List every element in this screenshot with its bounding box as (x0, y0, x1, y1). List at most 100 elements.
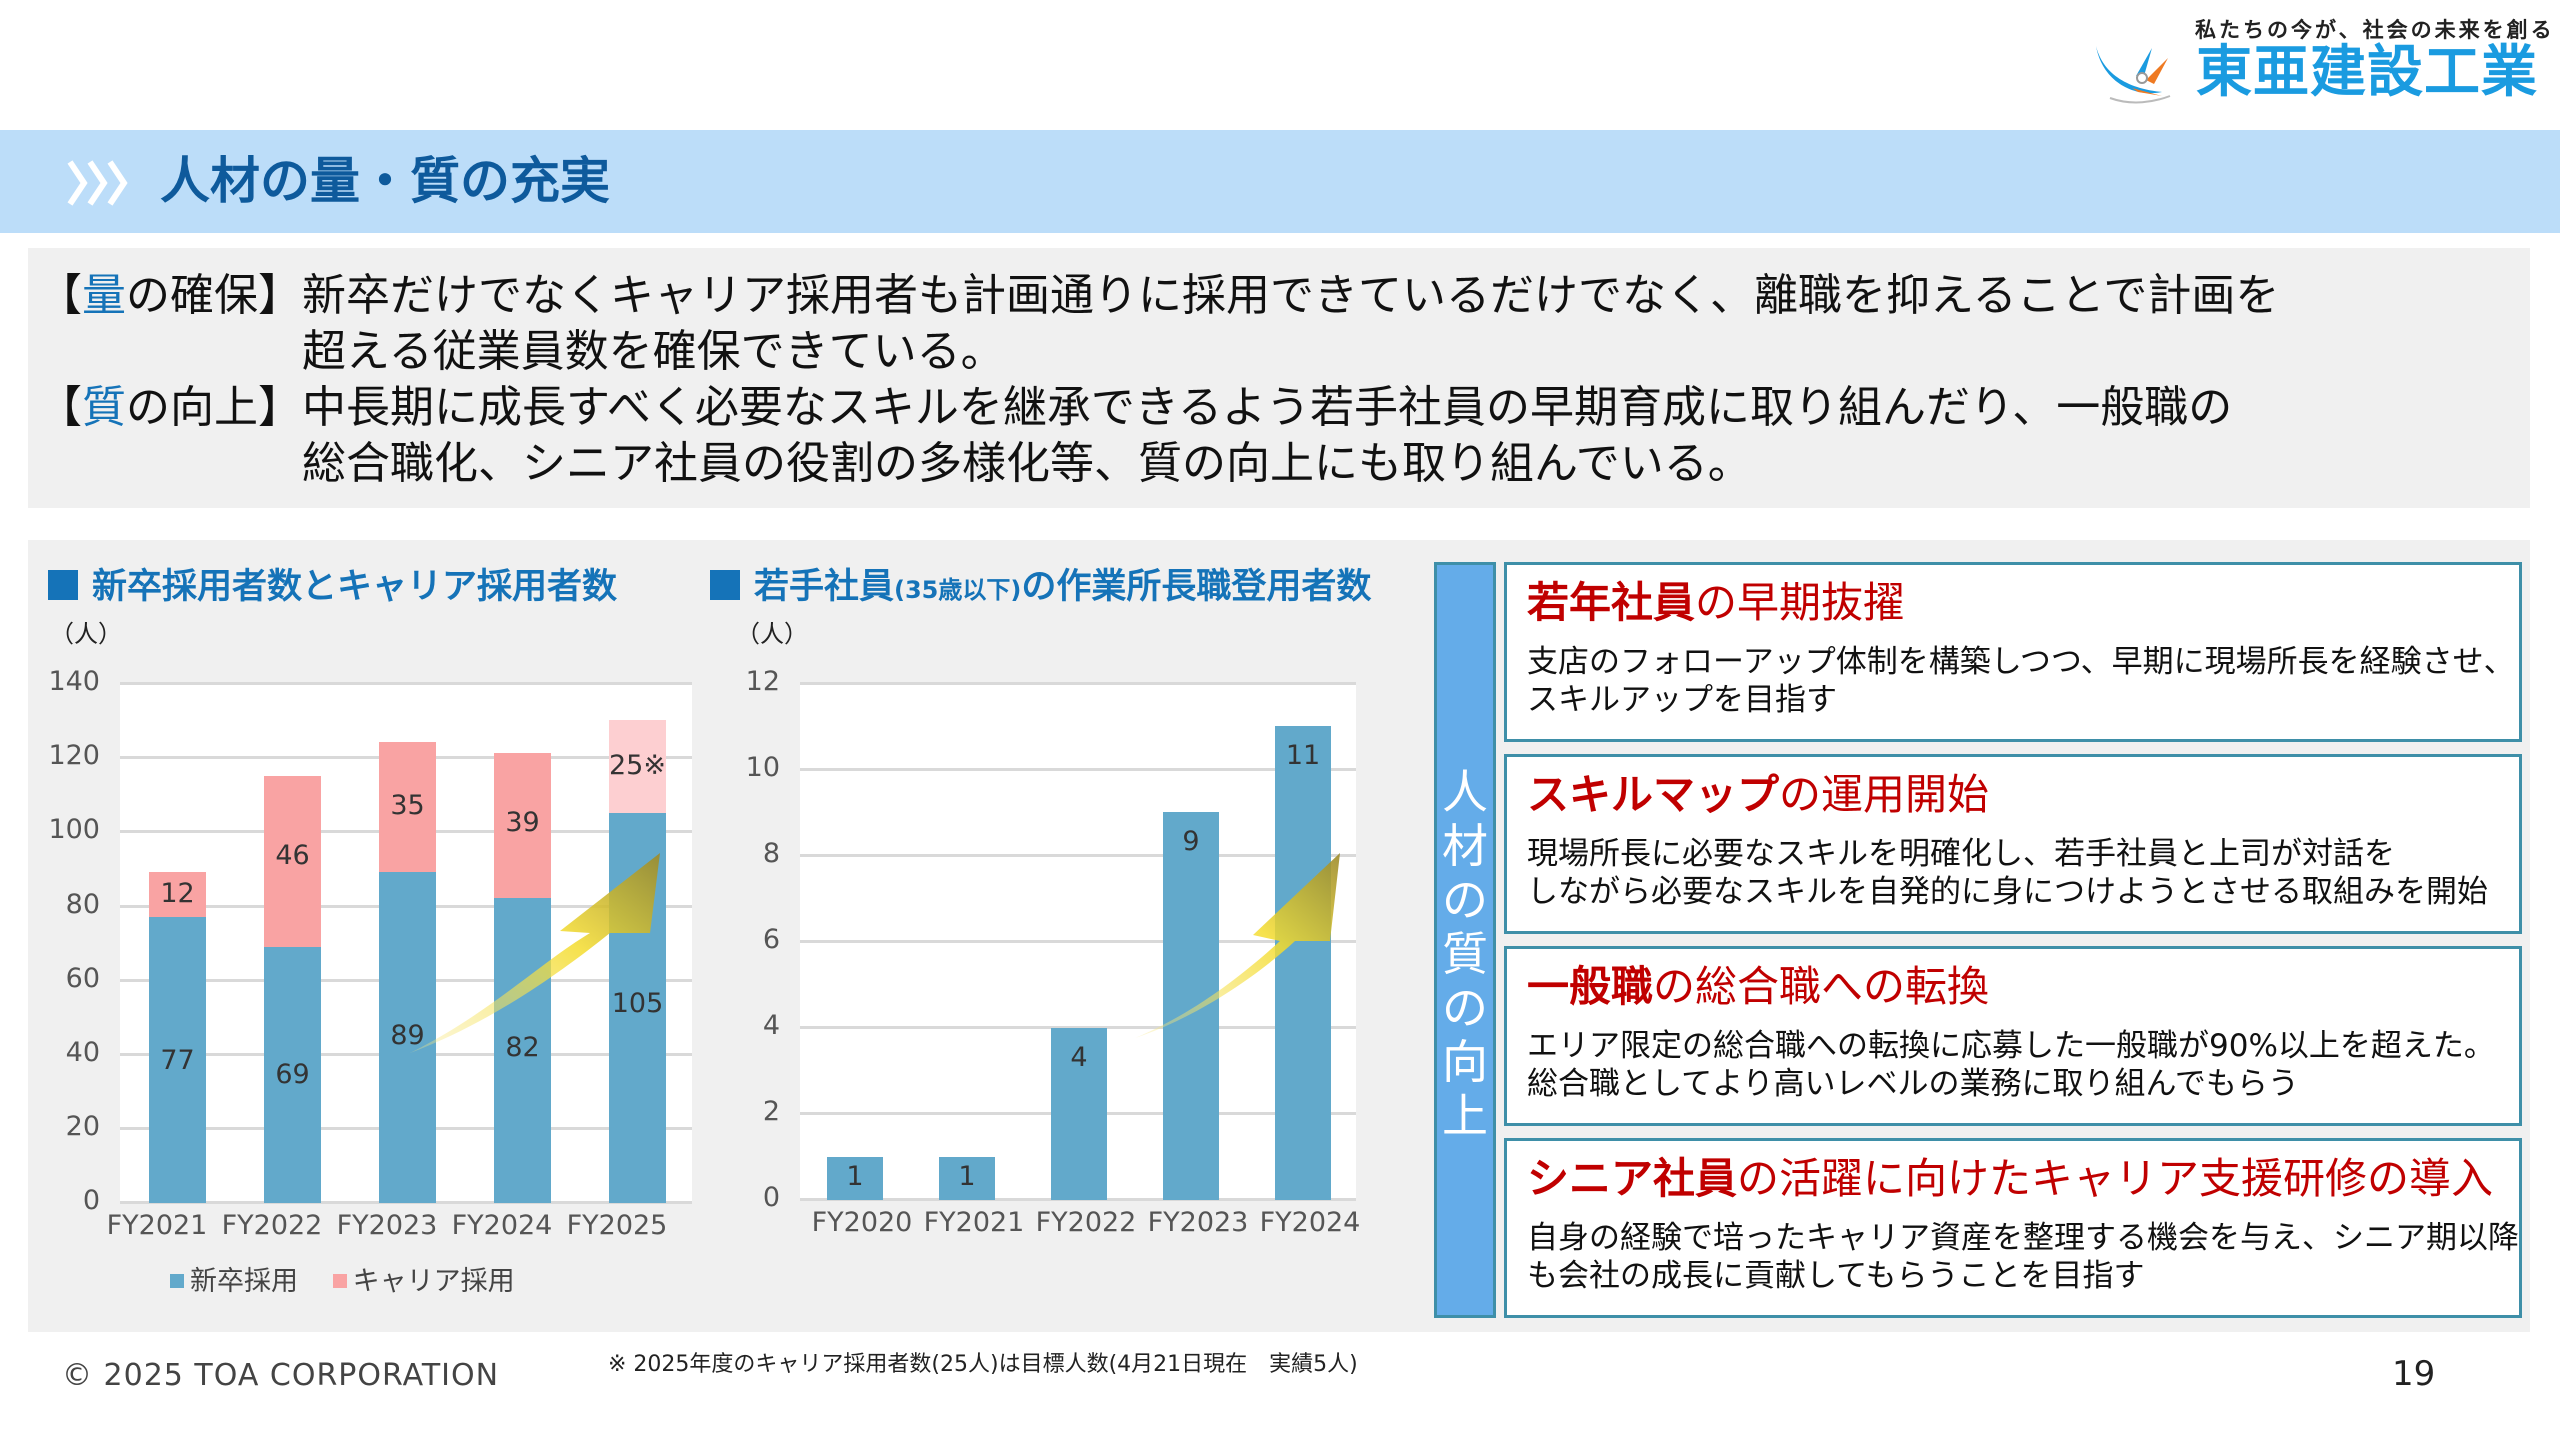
side-label-char: 材 (1442, 819, 1488, 873)
card-body: 現場所長に必要なスキルを明確化し、若手社員と上司が対話を しながら必要なスキルを… (1527, 835, 2488, 911)
bar-career-fy2023: 35 (379, 742, 436, 872)
bar-value-label: 25※ (609, 750, 666, 781)
gridline (800, 682, 1356, 685)
bar-value-label: 69 (275, 1059, 310, 1090)
bar-value-label: 4 (1070, 1042, 1088, 1073)
chart2: 12 10 8 6 4 2 0 1 1 4 9 11 FY2020 FY2021… (720, 666, 1380, 1270)
summary-label-highlight: 量 (82, 270, 126, 321)
y-tick: 12 (745, 666, 780, 697)
y-tick: 120 (48, 740, 100, 771)
summary-text-line: 中長期に成長すべく必要なスキルを継承できるよう若手社員の早期育成に取り組んだり、… (302, 382, 2233, 433)
y-tick: 40 (65, 1037, 100, 1068)
chart1-plot-area: 77 12 69 46 89 35 82 39 105 25※ (120, 682, 692, 1204)
card-title-emphasis: シニア社員 (1527, 1154, 1738, 1203)
bar-career-fy2022: 46 (264, 776, 321, 947)
legend-label: 新卒採用 (190, 1266, 298, 1297)
bar-new-grad-fy2022: 69 (264, 947, 321, 1203)
bracket-open: 【 (38, 270, 82, 321)
y-tick: 60 (65, 963, 100, 994)
chart2-title-note: (35歳以下) (894, 576, 1022, 604)
bracket-close: 】 (258, 382, 302, 433)
side-label-char: 質 (1442, 927, 1488, 981)
y-tick: 4 (762, 1010, 780, 1041)
card-body: 支店のフォローアップ体制を構築しつつ、早期に現場所長を経験させ、 スキルアップを… (1527, 643, 2515, 719)
bar-value-label: 46 (275, 840, 310, 871)
chart1-legend: 新卒採用 キャリア採用 (170, 1259, 515, 1298)
bar-career-target-fy2025: 25※ (609, 720, 666, 813)
bracket-close: 】 (258, 270, 302, 321)
card-body-line: 自身の経験で培ったキャリア資産を整理する機会を与え、シニア期以降 (1527, 1220, 2519, 1256)
x-tick: FY2022 (221, 1210, 323, 1241)
bar-fy2023: 9 (1163, 812, 1219, 1200)
chart2-unit-label: （人） (736, 620, 808, 648)
chart1-title-text: 新卒採用者数とキャリア採用者数 (92, 567, 618, 607)
x-tick: FY2022 (1035, 1207, 1137, 1238)
summary-text-line: 新卒だけでなくキャリア採用者も計画通りに採用できているだけでなく、離職を抑えるこ… (302, 270, 2280, 321)
card-body-line: 支店のフォローアップ体制を構築しつつ、早期に現場所長を経験させ、 (1527, 644, 2515, 680)
bar-new-grad-fy2021: 77 (149, 917, 206, 1203)
growth-arrow-icon (410, 853, 660, 1053)
copyright: © 2025 TOA CORPORATION (62, 1358, 500, 1393)
summary-text-line: 総合職化、シニア社員の役割の多様化等、質の向上にも取り組んでいる。 (302, 438, 1752, 489)
x-tick: FY2024 (1259, 1207, 1361, 1238)
x-tick: FY2023 (336, 1210, 438, 1241)
x-tick: FY2024 (451, 1210, 553, 1241)
bar-value-label: 1 (846, 1161, 864, 1192)
triple-chevron-icon (67, 160, 128, 206)
card-body-line: エリア限定の総合職への転換に応募した一般職が90%以上を超えた。 (1527, 1028, 2495, 1064)
card-title-rest: の総合職への転換 (1653, 962, 1990, 1011)
card-body-line: しながら必要なスキルを自発的に身につけようとさせる取組みを開始 (1527, 874, 2488, 910)
initiative-card: シニア社員の活躍に向けたキャリア支援研修の導入 自身の経験で培ったキャリア資産を… (1504, 1138, 2522, 1318)
card-body-line: 現場所長に必要なスキルを明確化し、若手社員と上司が対話を (1527, 836, 2395, 872)
card-body: エリア限定の総合職への転換に応募した一般職が90%以上を超えた。 総合職としてよ… (1527, 1027, 2495, 1103)
x-tick: FY2021 (106, 1210, 208, 1241)
side-label-char: 上 (1442, 1089, 1488, 1143)
bar-value-label: 1 (958, 1161, 976, 1192)
card-body-line: スキルアップを目指す (1527, 682, 1837, 718)
y-tick: 10 (745, 752, 780, 783)
gridline (800, 940, 1356, 943)
bar-value-label: 11 (1285, 740, 1321, 771)
x-tick: FY2025 (566, 1210, 668, 1241)
initiative-card: 若年社員の早期抜擢 支店のフォローアップ体制を構築しつつ、早期に現場所長を経験さ… (1504, 562, 2522, 742)
bar-value-label: 105 (611, 988, 664, 1019)
chart2-title-text: の作業所長職登用者数 (1021, 567, 1372, 607)
page-title: 人材の量・質の充実 (160, 152, 610, 210)
bar-fy2020: 1 (827, 1157, 883, 1200)
summary-label-text: の向上 (126, 382, 258, 433)
card-title-rest: の早期抜擢 (1695, 578, 1906, 627)
gridline (800, 1026, 1356, 1029)
toa-logo-mark-icon (2096, 46, 2171, 104)
company-tagline: 私たちの今が、社会の未来を創る (2195, 18, 2555, 42)
y-tick: 0 (762, 1182, 780, 1213)
side-label-char: 向 (1442, 1035, 1488, 1089)
bar-value-label: 12 (160, 878, 195, 909)
initiative-card: 一般職の総合職への転換 エリア限定の総合職への転換に応募した一般職が90%以上を… (1504, 946, 2522, 1126)
growth-arrow-icon (1135, 853, 1340, 1038)
summary-label-quality: 【質の向上】 (38, 380, 302, 436)
gridline (120, 682, 692, 685)
card-title-emphasis: 若年社員 (1527, 578, 1696, 627)
side-label-char: の (1442, 873, 1488, 927)
chart2-title: 若手社員(35歳以下)の作業所長職登用者数 (710, 558, 1371, 609)
legend-swatch-career (332, 1274, 347, 1288)
summary-box: 【量の確保】 新卒だけでなくキャリア採用者も計画通りに採用できているだけでなく、… (28, 248, 2530, 508)
card-title: 若年社員の早期抜擢 (1527, 575, 1905, 631)
gridline (800, 854, 1356, 857)
y-tick: 80 (65, 889, 100, 920)
bar-value-label: 9 (1182, 826, 1200, 857)
summary-text-line: 超える従業員数を確保できている。 (302, 326, 1005, 377)
chart2-title-text: 若手社員 (754, 567, 895, 607)
bar-fy2022: 4 (1051, 1028, 1107, 1200)
side-label-char: の (1442, 981, 1488, 1035)
quality-side-label-text: 人 材 の 質 の 向 上 (1437, 765, 1493, 1143)
page-number: 19 (2392, 1354, 2436, 1394)
card-title: スキルマップの運用開始 (1527, 767, 1989, 823)
y-tick: 100 (48, 814, 100, 845)
y-tick: 2 (762, 1096, 780, 1127)
card-body-line: 総合職としてより高いレベルの業務に取り組んでもらう (1527, 1066, 2299, 1102)
x-tick: FY2021 (923, 1207, 1025, 1238)
bar-new-grad-fy2024: 82 (494, 898, 551, 1203)
card-title: シニア社員の活躍に向けたキャリア支援研修の導入 (1527, 1151, 2493, 1207)
summary-label-text: の確保 (126, 270, 258, 321)
